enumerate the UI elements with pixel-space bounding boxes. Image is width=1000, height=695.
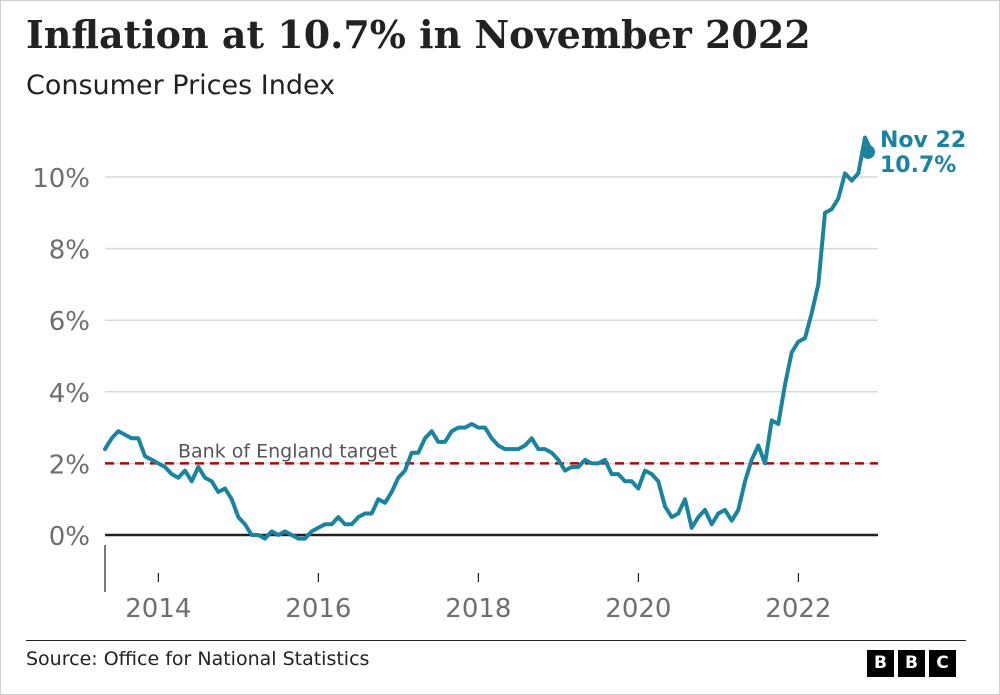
annotation-month: Nov 22 [880, 128, 966, 153]
y-axis-ticks: 0% 2% 4% 6% 8% 10% [32, 164, 90, 552]
logo-letter: B [898, 650, 925, 677]
x-tick-label: 2016 [285, 594, 351, 624]
footer-rule [26, 640, 966, 641]
y-tick-label: 0% [49, 522, 90, 552]
x-tick-label: 2020 [605, 594, 671, 624]
y-tick-label: 2% [49, 450, 90, 480]
cpi-series-line [103, 135, 874, 541]
logo-letter: B [867, 650, 894, 677]
y-tick-label: 8% [49, 236, 90, 266]
x-axis-ticks: 2014 2016 2018 2020 2022 [104, 545, 831, 624]
series-group [103, 135, 874, 541]
x-tick-label: 2018 [445, 594, 511, 624]
gridlines [105, 176, 878, 537]
target-line-group: Bank of England target [105, 440, 878, 465]
source-note: Source: Office for National Statistics [26, 648, 370, 670]
target-line-label: Bank of England target [178, 440, 397, 462]
chart-subtitle: Consumer Prices Index [26, 70, 336, 101]
y-tick-label: 4% [49, 379, 90, 409]
annotation-value: 10.7% [880, 153, 956, 178]
logo-letter: C [929, 650, 956, 677]
y-tick-label: 6% [49, 307, 90, 337]
x-tick-label: 2014 [125, 594, 191, 624]
chart-title: Inflation at 10.7% in November 2022 [26, 12, 811, 57]
y-tick-label: 10% [32, 164, 90, 194]
latest-point-marker [861, 144, 875, 159]
x-tick-label: 2022 [765, 594, 831, 624]
bbc-logo: B B C [867, 650, 956, 677]
